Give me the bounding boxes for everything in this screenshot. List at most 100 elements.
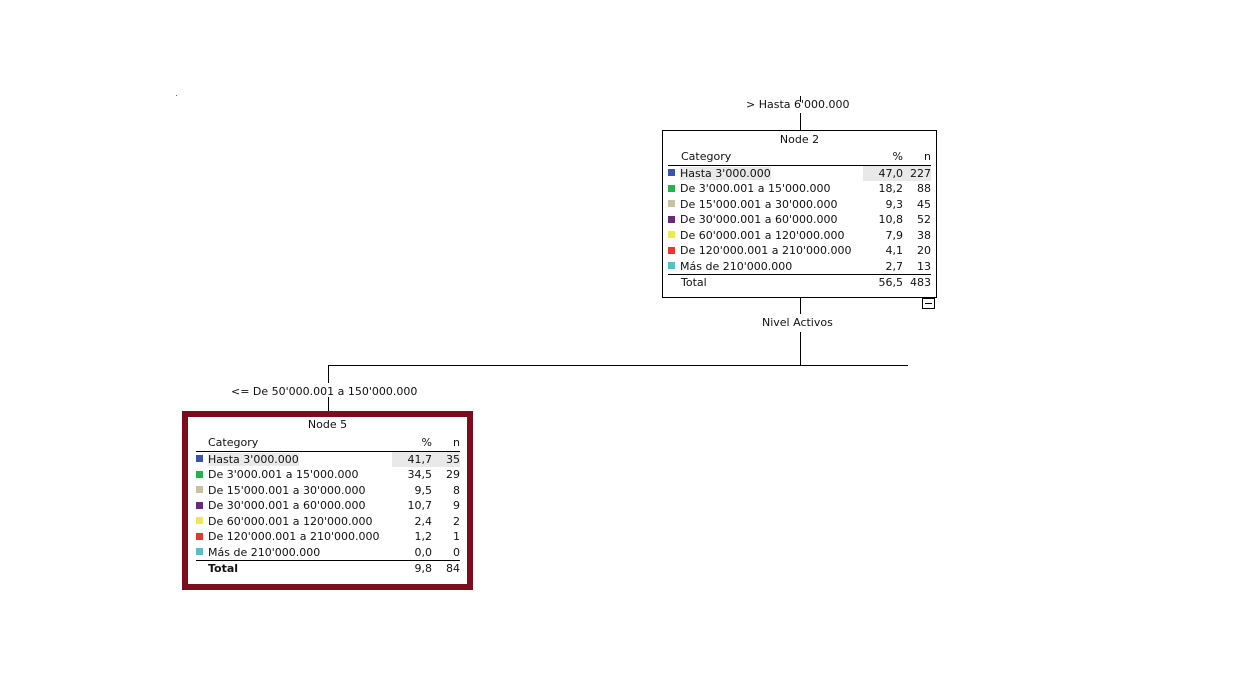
- category-row: De 120'000.001 a 210'000.000 1,2 1: [196, 529, 460, 545]
- category-n: 13: [917, 259, 931, 273]
- node2-split-label: > Hasta 6'000.000: [746, 98, 850, 111]
- category-swatch: [668, 262, 675, 269]
- category-swatch: [196, 501, 203, 509]
- category-row: De 60'000.001 a 120'000.000 2,4 2: [196, 514, 460, 530]
- category-swatch: [668, 231, 675, 238]
- category-row: De 3'000.001 a 15'000.000 34,5 29: [196, 467, 460, 483]
- category-swatch: [668, 184, 675, 192]
- incoming-connector: [800, 113, 801, 130]
- category-n: 29: [446, 468, 460, 481]
- node5-total-label: Total: [196, 560, 392, 577]
- category-pct: 2,4: [414, 514, 433, 528]
- node2-header-category: Category: [668, 149, 863, 166]
- category-pct: 18,2: [878, 182, 904, 195]
- category-row: De 30'000.001 a 60'000.000 10,8 52: [668, 212, 931, 228]
- category-label: Hasta 3'000.000: [680, 166, 771, 180]
- node2-header-n: n: [903, 149, 931, 166]
- node5-header-category: Category: [196, 435, 392, 452]
- category-pct: 9,5: [414, 483, 433, 497]
- category-row: De 120'000.001 a 210'000.000 4,1 20: [668, 243, 931, 259]
- category-label: De 120'000.001 a 210'000.000: [680, 244, 852, 257]
- category-pct: 7,9: [885, 228, 904, 242]
- node2-title: Node 2: [779, 133, 820, 146]
- category-label: De 30'000.001 a 60'000.000: [680, 213, 838, 226]
- category-swatch: [196, 455, 203, 462]
- category-label: De 120'000.001 a 210'000.000: [208, 530, 380, 543]
- branch-left-drop: [328, 365, 329, 383]
- branch-horizontal-line: [328, 365, 908, 366]
- category-swatch: [668, 169, 675, 176]
- category-pct: 2,7: [885, 259, 904, 273]
- node5-total-pct: 9,8: [392, 560, 432, 577]
- node5-header-pct: %: [392, 435, 432, 452]
- node5-category-table: Category % n Hasta 3'000.000 41,7 35 De 3'0…: [196, 435, 460, 577]
- category-label: De 60'000.001 a 120'000.000: [680, 228, 845, 242]
- category-n: 1: [453, 530, 460, 543]
- node-5[interactable]: Node 5 Category % n Hasta 3'000.000 41,7 3…: [182, 411, 473, 590]
- node2-total-n: 483: [903, 274, 931, 291]
- category-pct: 34,5: [407, 468, 433, 481]
- node-2[interactable]: Node 2 Category % n Hasta 3'000.000 47,0 2…: [662, 130, 937, 298]
- category-swatch: [668, 200, 675, 207]
- category-swatch: [196, 532, 203, 540]
- category-pct: 47,0: [863, 165, 903, 181]
- category-swatch: [196, 470, 203, 478]
- category-n: 88: [917, 182, 931, 195]
- category-n: 227: [903, 165, 931, 181]
- node2-category-table: Category % n Hasta 3'000.000 47,0 227 De 3'…: [668, 149, 931, 291]
- category-label: De 3'000.001 a 15'000.000: [208, 468, 359, 481]
- category-pct: 10,8: [878, 213, 904, 226]
- category-n: 2: [453, 514, 460, 528]
- category-pct: 10,7: [407, 499, 433, 512]
- node2-header-pct: %: [863, 149, 903, 166]
- split-stem: [800, 332, 801, 365]
- category-pct: 41,7: [392, 451, 432, 467]
- node2-down-connector: [800, 298, 801, 314]
- category-pct: 4,1: [885, 244, 904, 257]
- category-label: De 60'000.001 a 120'000.000: [208, 514, 373, 528]
- category-row: De 3'000.001 a 15'000.000 18,2 88: [668, 181, 931, 197]
- category-label: Más de 210'000.000: [208, 545, 321, 559]
- category-n: 35: [432, 451, 460, 467]
- category-row: Hasta 3'000.000 47,0 227: [668, 165, 931, 181]
- node5-split-label: <= De 50'000.001 a 150'000.000: [231, 385, 418, 398]
- category-pct: 9,3: [885, 197, 904, 211]
- category-n: 52: [917, 213, 931, 226]
- node5-title: Node 5: [307, 418, 348, 431]
- category-label: De 15'000.001 a 30'000.000: [208, 483, 366, 497]
- category-label: Hasta 3'000.000: [208, 452, 299, 466]
- category-swatch: [196, 486, 203, 493]
- split-variable-label: Nivel Activos: [762, 316, 833, 329]
- category-swatch: [668, 246, 675, 254]
- stray-dot: [176, 95, 177, 96]
- category-n: 8: [453, 483, 460, 497]
- node5-total-n: 84: [432, 560, 460, 577]
- node2-collapse-button[interactable]: [922, 298, 935, 309]
- category-row: De 30'000.001 a 60'000.000 10,7 9: [196, 498, 460, 514]
- category-n: 20: [917, 244, 931, 257]
- category-label: De 30'000.001 a 60'000.000: [208, 499, 366, 512]
- category-row: Hasta 3'000.000 41,7 35: [196, 451, 460, 467]
- category-n: 0: [453, 545, 460, 559]
- node5-header-n: n: [432, 435, 460, 452]
- node2-total-pct: 56,5: [863, 274, 903, 291]
- category-n: 38: [917, 228, 931, 242]
- category-row: Más de 210'000.000 2,7 13: [668, 259, 931, 275]
- category-row: De 15'000.001 a 30'000.000 9,3 45: [668, 197, 931, 213]
- category-swatch: [668, 215, 675, 223]
- category-row: Más de 210'000.000 0,0 0: [196, 545, 460, 561]
- category-n: 9: [453, 499, 460, 512]
- category-label: Más de 210'000.000: [680, 259, 793, 273]
- category-label: De 3'000.001 a 15'000.000: [680, 182, 831, 195]
- node2-total-label: Total: [668, 274, 863, 291]
- category-pct: 0,0: [414, 545, 433, 559]
- category-label: De 15'000.001 a 30'000.000: [680, 197, 838, 211]
- category-swatch: [196, 517, 203, 524]
- category-swatch: [196, 548, 203, 555]
- category-row: De 60'000.001 a 120'000.000 7,9 38: [668, 228, 931, 244]
- incoming-connector-top: [800, 96, 801, 102]
- node5-incoming-connector: [328, 397, 329, 411]
- category-n: 45: [917, 197, 931, 211]
- category-row: De 15'000.001 a 30'000.000 9,5 8: [196, 483, 460, 499]
- category-pct: 1,2: [414, 530, 433, 543]
